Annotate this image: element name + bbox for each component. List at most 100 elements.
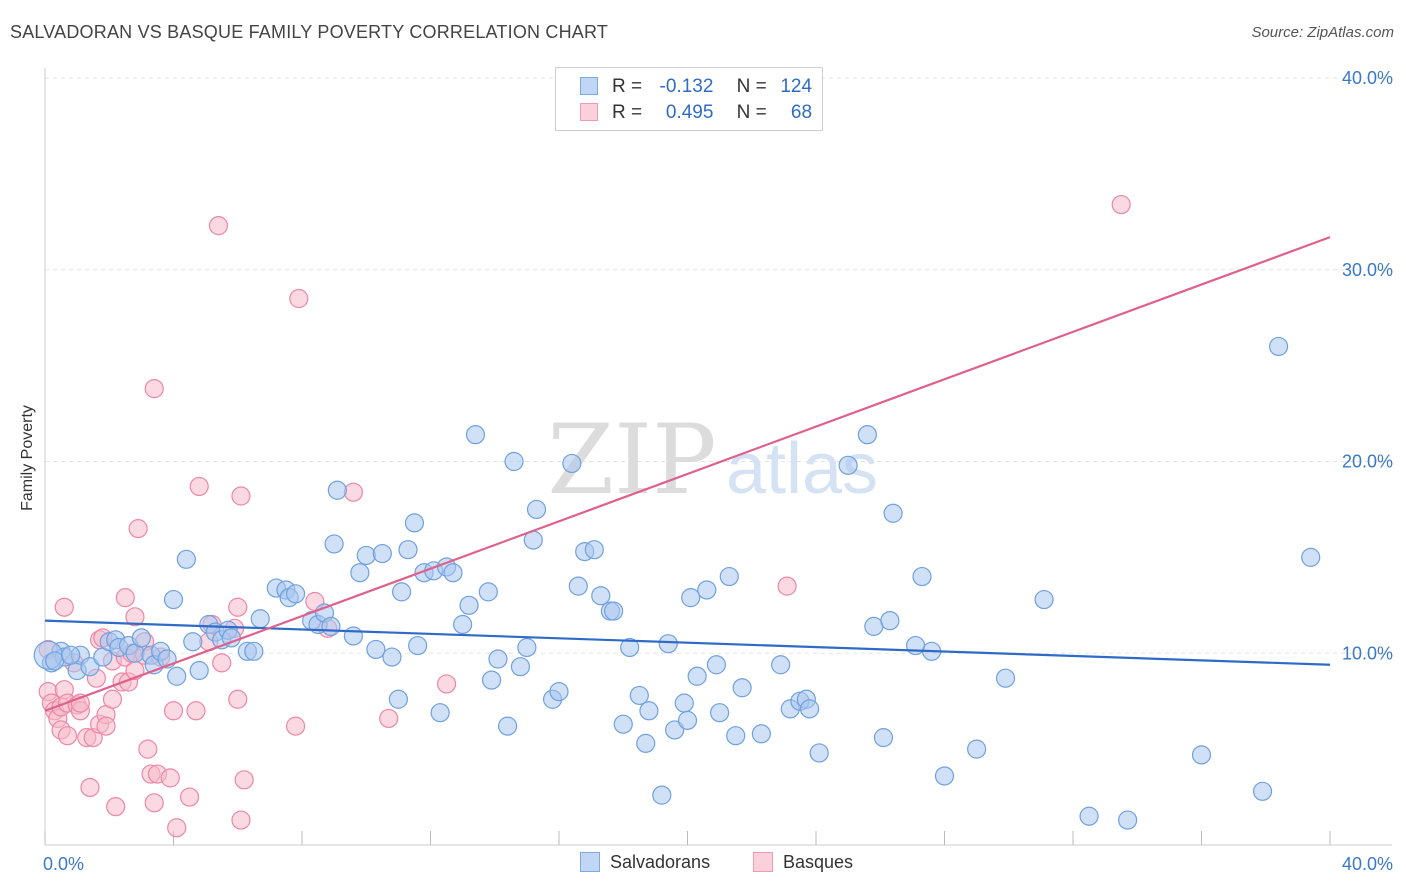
- series-basques: [38, 194, 1131, 838]
- legend-swatch-blue: [580, 77, 598, 95]
- data-point: [510, 657, 531, 677]
- data-point: [1079, 806, 1099, 826]
- data-point: [115, 588, 135, 608]
- data-point: [160, 768, 180, 788]
- data-point: [568, 576, 588, 596]
- data-point: [751, 724, 771, 744]
- data-point: [629, 685, 649, 706]
- data-point: [189, 476, 209, 497]
- data-point: [481, 670, 502, 690]
- data-point: [864, 616, 884, 637]
- data-point: [144, 379, 164, 399]
- data-point: [504, 451, 524, 472]
- data-point: [398, 540, 418, 560]
- legend-row-salvadorans: R = -0.132 N = 124: [580, 76, 812, 100]
- watermark: ZIP atlas: [547, 404, 878, 516]
- data-point: [665, 720, 685, 740]
- data-point: [873, 728, 894, 748]
- data-point: [799, 699, 820, 719]
- data-point: [1034, 589, 1054, 610]
- data-point: [228, 689, 248, 709]
- trend-lines: [44, 236, 1331, 712]
- data-point: [584, 540, 604, 560]
- data-point: [234, 770, 254, 790]
- data-point: [1118, 810, 1138, 830]
- data-point: [681, 588, 701, 608]
- data-point: [967, 739, 987, 759]
- data-point: [128, 519, 148, 539]
- data-point: [995, 668, 1016, 688]
- data-point: [324, 534, 344, 554]
- data-point: [228, 597, 248, 617]
- data-point: [1111, 194, 1131, 215]
- trend-line-salvadorans: [44, 619, 1331, 666]
- data-point: [1252, 781, 1273, 801]
- data-point: [102, 689, 123, 709]
- tick-labels: 10.0% 20.0% 30.0% 40.0% 0.0% 40.0%: [43, 68, 1393, 874]
- legend-swatch-pink: [580, 103, 598, 121]
- data-point: [1301, 547, 1321, 567]
- data-point: [208, 216, 229, 236]
- data-point: [244, 641, 264, 661]
- data-point: [517, 637, 537, 658]
- data-point: [498, 716, 518, 736]
- legend-item-salvadorans: Salvadorans: [580, 852, 710, 873]
- data-point: [658, 634, 678, 654]
- chart-title: SALVADORAN VS BASQUE FAMILY POVERTY CORR…: [10, 22, 609, 42]
- data-point: [321, 616, 341, 637]
- data-point: [372, 543, 392, 564]
- legend-r-value: 0.495: [665, 102, 714, 123]
- legend-r-label: R =: [612, 102, 643, 123]
- data-point: [327, 480, 347, 500]
- data-point: [343, 626, 363, 646]
- data-point: [459, 595, 479, 615]
- data-point: [677, 710, 698, 730]
- trend-line-basques: [44, 236, 1331, 712]
- data-point: [526, 499, 547, 520]
- data-point: [620, 637, 640, 658]
- data-point: [706, 655, 727, 675]
- data-point: [212, 653, 232, 673]
- data-point: [366, 639, 386, 660]
- legend-label-basques: Basques: [783, 852, 854, 872]
- data-point: [138, 739, 158, 759]
- y-tick-label: 30.0%: [1342, 260, 1393, 280]
- y-tick-label: 40.0%: [1342, 68, 1393, 88]
- data-point: [80, 657, 100, 677]
- data-point: [382, 647, 402, 667]
- axes: [44, 68, 1392, 846]
- data-point: [96, 716, 116, 736]
- data-point: [231, 810, 251, 830]
- legend-r-value: -0.132: [659, 76, 714, 97]
- data-point: [604, 601, 624, 621]
- data-point: [430, 703, 450, 723]
- data-point: [697, 580, 717, 600]
- data-point: [250, 609, 270, 629]
- data-point: [710, 703, 730, 723]
- data-point: [144, 793, 164, 813]
- data-point: [189, 660, 209, 681]
- legend-n-value: 124: [780, 76, 813, 97]
- data-point: [80, 777, 100, 798]
- data-point: [1268, 336, 1289, 357]
- gridlines: [45, 77, 1392, 654]
- data-point: [408, 635, 428, 656]
- legend-n-label: N =: [736, 102, 767, 123]
- legend-swatch-pink: [753, 852, 773, 872]
- data-point: [54, 597, 74, 617]
- data-point: [163, 589, 184, 610]
- data-point: [167, 818, 187, 838]
- data-point: [562, 453, 582, 474]
- data-point: [883, 503, 903, 523]
- data-point: [125, 607, 145, 627]
- data-point: [732, 678, 752, 698]
- legend-label-salvadorans: Salvadorans: [610, 852, 711, 872]
- data-point: [613, 714, 633, 734]
- data-point: [57, 726, 78, 746]
- data-point: [652, 785, 672, 805]
- x-tick-label: 40.0%: [1342, 854, 1393, 874]
- data-point: [687, 666, 707, 686]
- data-point: [388, 689, 408, 709]
- data-point: [639, 701, 659, 721]
- data-point: [857, 425, 878, 445]
